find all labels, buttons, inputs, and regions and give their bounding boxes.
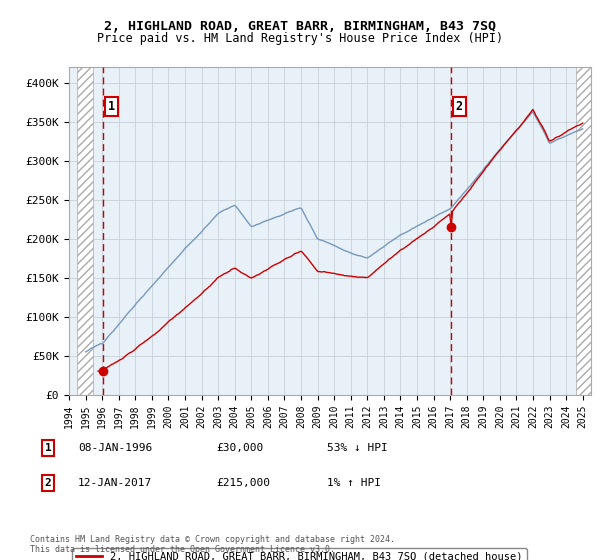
Text: 1% ↑ HPI: 1% ↑ HPI — [327, 478, 381, 488]
Text: £30,000: £30,000 — [216, 443, 263, 453]
Text: 2: 2 — [456, 100, 463, 113]
Text: 2: 2 — [44, 478, 52, 488]
Text: 12-JAN-2017: 12-JAN-2017 — [78, 478, 152, 488]
Text: Price paid vs. HM Land Registry's House Price Index (HPI): Price paid vs. HM Land Registry's House … — [97, 32, 503, 45]
Text: 1: 1 — [108, 100, 115, 113]
Legend: 2, HIGHLAND ROAD, GREAT BARR, BIRMINGHAM, B43 7SQ (detached house), HPI: Average: 2, HIGHLAND ROAD, GREAT BARR, BIRMINGHAM… — [71, 548, 527, 560]
Text: Contains HM Land Registry data © Crown copyright and database right 2024.
This d: Contains HM Land Registry data © Crown c… — [30, 535, 395, 554]
Bar — [576, 67, 591, 395]
Text: 2, HIGHLAND ROAD, GREAT BARR, BIRMINGHAM, B43 7SQ: 2, HIGHLAND ROAD, GREAT BARR, BIRMINGHAM… — [104, 20, 496, 32]
Text: £215,000: £215,000 — [216, 478, 270, 488]
Text: 1: 1 — [44, 443, 52, 453]
Text: 08-JAN-1996: 08-JAN-1996 — [78, 443, 152, 453]
Bar — [77, 67, 92, 395]
Text: 53% ↓ HPI: 53% ↓ HPI — [327, 443, 388, 453]
